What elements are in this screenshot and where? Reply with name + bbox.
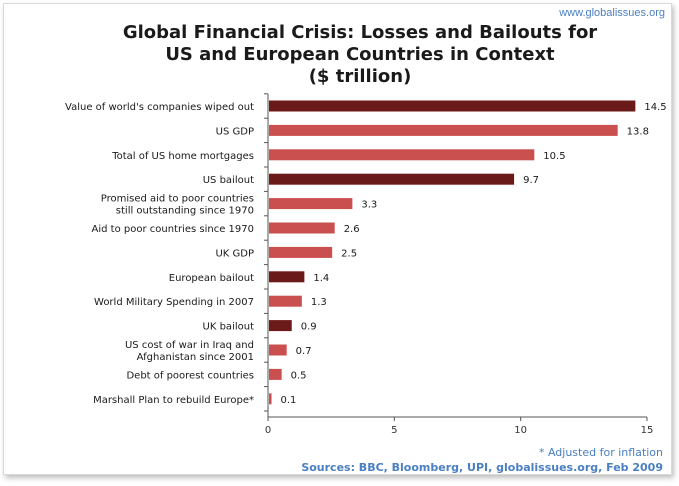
site-url: www.globalissues.org	[559, 7, 665, 19]
category-label-line: still outstanding since 1970	[116, 206, 254, 217]
category-label-line: UK GDP	[215, 248, 254, 259]
category-label-line: Promised aid to poor countries	[101, 194, 254, 205]
value-label: 2.6	[344, 224, 360, 235]
chart-title-line-3: ($ trillion)	[308, 66, 412, 87]
value-label: 2.5	[341, 248, 357, 259]
value-label: 1.3	[311, 297, 327, 308]
category-label-line: World Military Spending in 2007	[94, 297, 254, 308]
value-label: 0.9	[301, 322, 317, 333]
value-label: 13.8	[627, 126, 649, 137]
category-label-line: US cost of war in Iraq and	[125, 340, 254, 351]
sources: Sources: BBC, Bloomberg, UPI, globalissu…	[301, 461, 663, 474]
category-label: European bailout	[169, 273, 254, 284]
bar	[269, 149, 535, 161]
category-label: US GDP	[216, 126, 254, 137]
footnote: * Adjusted for inflation	[538, 446, 663, 459]
category-label-line: European bailout	[169, 273, 254, 284]
value-label: 14.5	[644, 102, 666, 113]
bar	[269, 246, 333, 258]
value-label: 0.5	[291, 370, 307, 381]
x-tick-label: 5	[391, 425, 397, 436]
x-tick-label: 0	[265, 425, 271, 436]
category-label-line: Debt of poorest countries	[126, 370, 254, 381]
x-tick-label: 15	[641, 425, 654, 436]
category-label-line: Afghanistan since 2001	[137, 352, 254, 363]
category-label: Value of world's companies wiped out	[65, 102, 254, 113]
category-label: Marshall Plan to rebuild Europe*	[93, 395, 254, 406]
bar	[269, 222, 335, 234]
category-label: UK bailout	[203, 322, 255, 333]
category-label: Total of US home mortgages	[111, 151, 254, 162]
value-label: 9.7	[523, 175, 539, 186]
category-label-line: Marshall Plan to rebuild Europe*	[93, 395, 254, 406]
bar	[269, 344, 287, 356]
bar	[269, 320, 292, 332]
chart-frame	[3, 3, 672, 475]
category-label-line: US GDP	[216, 126, 254, 137]
x-tick-label: 10	[514, 425, 527, 436]
category-label: US cost of war in Iraq and Afghanistan si…	[125, 340, 254, 363]
category-label-line: Value of world's companies wiped out	[65, 102, 254, 113]
category-label-line: Total of US home mortgages	[111, 151, 254, 162]
bar	[269, 271, 305, 283]
value-label: 0.1	[281, 395, 297, 406]
category-label: Promised aid to poor countries still outs…	[101, 194, 254, 217]
category-label: World Military Spending in 2007	[94, 297, 254, 308]
chart-title-line-2: US and European Countries in Context	[165, 44, 555, 65]
chart-title: Global Financial Crisis: Losses and Bail…	[0, 22, 679, 88]
bar	[269, 198, 353, 210]
category-label: Debt of poorest countries	[126, 370, 254, 381]
bar	[269, 100, 636, 112]
bar	[269, 295, 302, 307]
category-label: US bailout	[203, 175, 254, 186]
category-label: Aid to poor countries since 1970	[92, 224, 255, 235]
bar	[269, 368, 282, 380]
category-label-line: UK bailout	[203, 322, 255, 333]
category-label-line: US bailout	[203, 175, 254, 186]
value-label: 10.5	[543, 151, 565, 162]
bar	[269, 124, 618, 136]
category-label-line: Aid to poor countries since 1970	[92, 224, 255, 235]
category-label: UK GDP	[215, 248, 254, 259]
value-label: 0.7	[296, 346, 312, 357]
bar	[269, 393, 272, 405]
chart-title-line-1: Global Financial Crisis: Losses and Bail…	[122, 22, 598, 43]
value-label: 3.3	[361, 200, 377, 211]
value-label: 1.4	[313, 273, 329, 284]
bar	[269, 173, 515, 185]
